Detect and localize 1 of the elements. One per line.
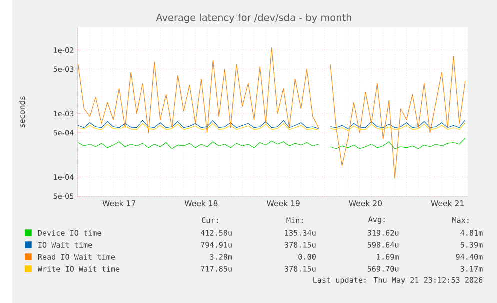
chart-title: Average latency for /dev/sda - by month — [156, 14, 352, 24]
